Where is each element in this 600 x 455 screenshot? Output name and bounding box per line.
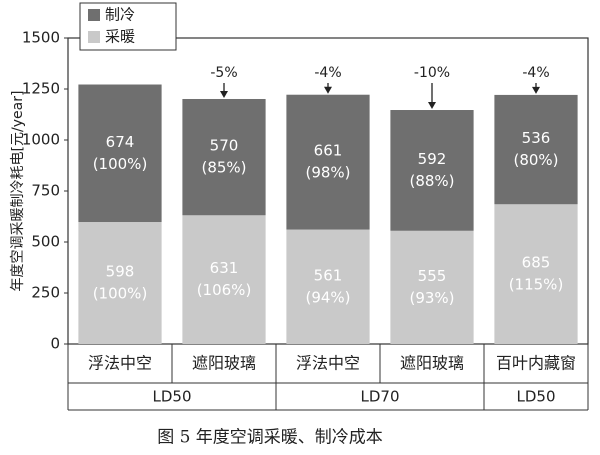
arrow-head	[532, 86, 540, 94]
legend-label: 采暖	[105, 28, 135, 46]
y-tick-label: 1250	[22, 80, 60, 98]
share-label: (94%)	[305, 288, 350, 306]
change-label: -5%	[210, 65, 237, 81]
bar-segment	[78, 84, 162, 223]
bar-segment	[286, 94, 370, 230]
value-label: 674	[106, 133, 135, 151]
share-label: (98%)	[305, 164, 350, 182]
change-label: -4%	[522, 65, 549, 81]
share-label: (106%)	[197, 281, 252, 299]
value-label: 685	[522, 254, 551, 272]
share-label: (93%)	[409, 289, 454, 307]
group-label: LD50	[517, 388, 556, 406]
bar-segment	[286, 229, 370, 344]
x-tick-label: 遮阳玻璃	[192, 354, 256, 373]
y-tick-label: 0	[50, 335, 60, 353]
value-label: 631	[210, 259, 239, 277]
value-label: 592	[418, 150, 447, 168]
x-tick-label: 浮法中空	[88, 354, 152, 373]
bar-segment	[182, 98, 266, 216]
value-label: 570	[210, 137, 239, 155]
x-tick-label: 遮阳玻璃	[400, 354, 464, 373]
group-label: LD70	[361, 388, 400, 406]
share-label: (115%)	[509, 276, 564, 294]
share-label: (80%)	[513, 151, 558, 169]
bar-segment	[390, 230, 474, 344]
value-label: 661	[314, 142, 343, 160]
share-label: (85%)	[201, 159, 246, 177]
share-label: (88%)	[409, 172, 454, 190]
y-tick-label: 1500	[22, 29, 60, 47]
arrow-head	[428, 102, 436, 110]
value-label: 536	[522, 129, 551, 147]
arrow-head	[220, 90, 228, 98]
x-tick-label: 百叶内藏窗	[496, 354, 576, 373]
arrow-head	[324, 86, 332, 94]
bar-segment	[494, 204, 578, 344]
y-tick-label: 1000	[22, 131, 60, 149]
bar-segment	[390, 110, 474, 231]
legend-label: 制冷	[105, 6, 135, 24]
group-label: LD50	[153, 388, 192, 406]
y-tick-label: 500	[31, 233, 60, 251]
y-axis-label: 年度空调采暖制冷耗电[元/year]	[10, 91, 26, 292]
bar-segment	[78, 222, 162, 344]
value-label: 561	[314, 266, 343, 284]
y-tick-label: 750	[31, 182, 60, 200]
y-tick-label: 250	[31, 284, 60, 302]
share-label: (100%)	[93, 285, 148, 303]
bar-segment	[494, 94, 578, 205]
value-label: 555	[418, 267, 447, 285]
value-label: 598	[106, 263, 135, 281]
legend-swatch	[88, 31, 100, 43]
x-tick-label: 浮法中空	[296, 354, 360, 373]
bar-segment	[182, 215, 266, 344]
caption: 图 5 年度空调采暖、制冷成本	[157, 428, 383, 448]
change-label: -10%	[414, 65, 450, 81]
share-label: (100%)	[93, 155, 148, 173]
legend-swatch	[88, 9, 100, 21]
change-label: -4%	[314, 65, 341, 81]
